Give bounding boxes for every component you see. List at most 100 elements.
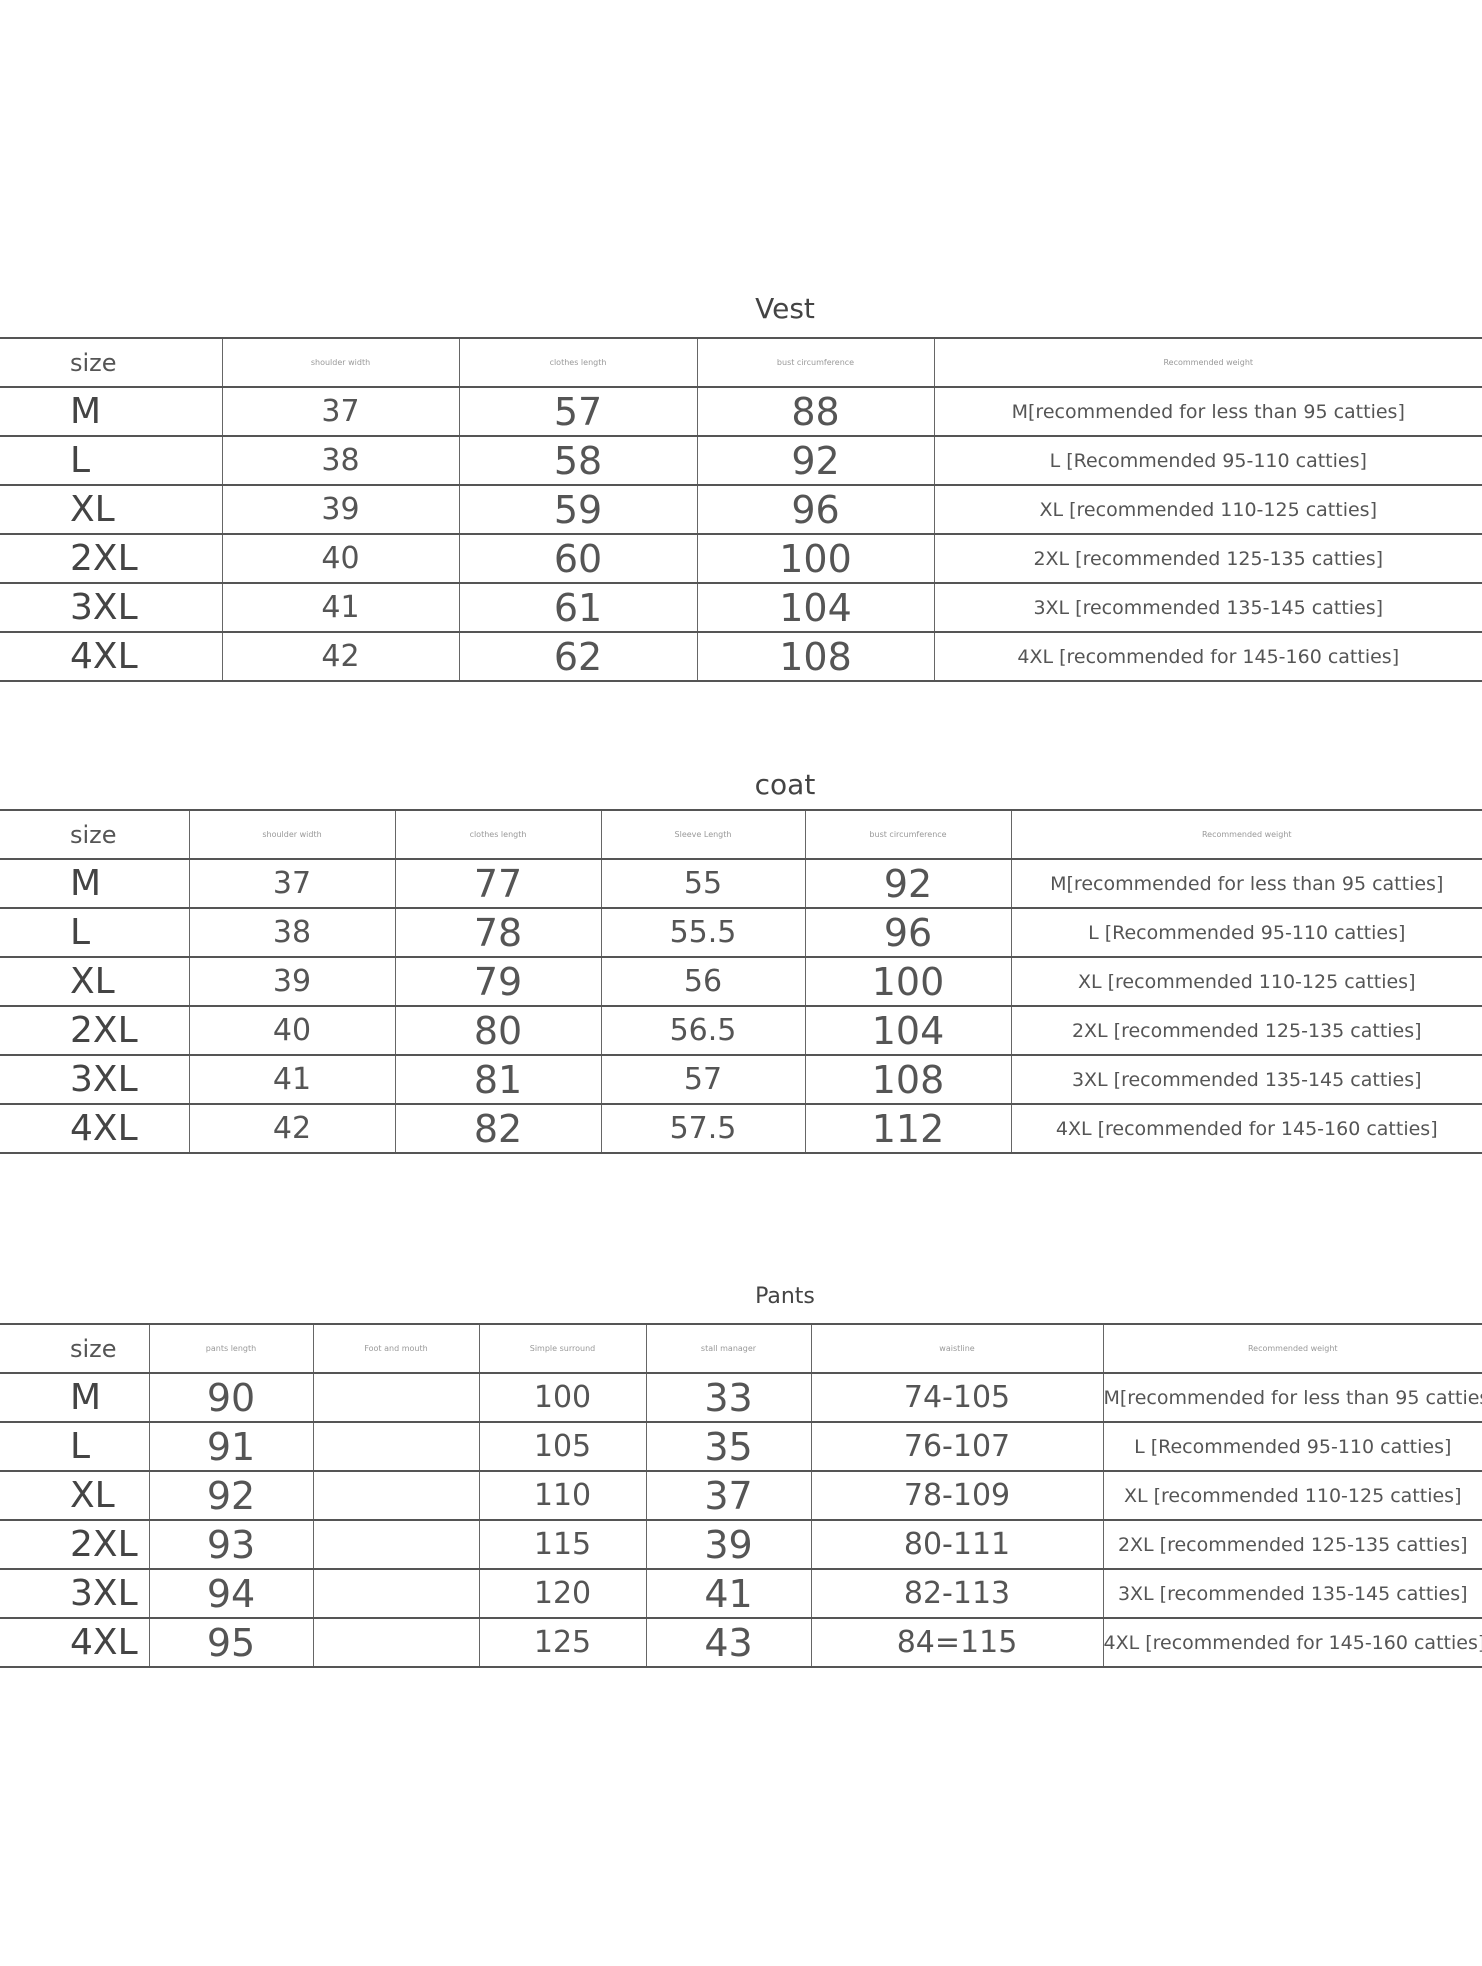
header-row: size shoulder width clothes length bust cir…: [0, 337, 1482, 387]
value-cell: 82-113: [810, 1568, 1103, 1618]
size-cell: 2XL: [0, 533, 222, 583]
column-header: waistline: [810, 1323, 1103, 1373]
value-cell: M[recommended for less than 95 catties]: [1102, 1372, 1482, 1422]
value-cell: 3XL [recommended 135-145 catties]: [1010, 1054, 1482, 1104]
column-header: Foot and mouth: [312, 1323, 479, 1373]
value-cell: 37: [188, 858, 395, 908]
value-cell: 33: [645, 1372, 811, 1422]
value-cell: 58: [458, 435, 697, 485]
column-header: Recommended weight: [1102, 1323, 1482, 1373]
header-row: size shoulder width clothes length Sleeve L…: [0, 809, 1482, 859]
value-cell: 91: [148, 1421, 313, 1471]
size-cell: XL: [0, 484, 222, 534]
coat-size-table: size shoulder width clothes length Sleeve L…: [0, 809, 1482, 1154]
value-cell: 108: [804, 1054, 1011, 1104]
value-cell: 76-107: [810, 1421, 1103, 1471]
value-cell: 2XL [recommended 125-135 catties]: [1102, 1519, 1482, 1569]
value-cell: XL [recommended 110-125 catties]: [933, 484, 1482, 534]
table-row: 2XL 93 115 39 80-111 2XL [recommended 125-135…: [0, 1519, 1482, 1569]
size-cell: 2XL: [0, 1005, 189, 1055]
column-header: size: [0, 337, 222, 387]
value-cell: 37: [221, 386, 459, 436]
value-cell: 110: [478, 1470, 646, 1520]
value-cell: 80-111: [810, 1519, 1103, 1569]
column-header: size: [0, 1323, 149, 1373]
value-cell: 105: [478, 1421, 646, 1471]
column-header: bust circumference: [696, 337, 934, 387]
table-row: L 38 58 92 L [Recommended 95-110 catties]: [0, 435, 1482, 485]
value-cell: 108: [696, 631, 934, 682]
value-cell: 35: [645, 1421, 811, 1471]
table-row: XL 39 79 56 100 XL [recommended 110-125 catti…: [0, 956, 1482, 1006]
value-cell: 56: [600, 956, 805, 1006]
value-cell: 100: [804, 956, 1011, 1006]
size-cell: XL: [0, 1470, 149, 1520]
value-cell: 92: [804, 858, 1011, 908]
size-cell: 2XL: [0, 1519, 149, 1569]
value-cell: 40: [188, 1005, 395, 1055]
value-cell: M[recommended for less than 95 catties]: [933, 386, 1482, 436]
column-header: Recommended weight: [1010, 809, 1482, 859]
table-row: L 38 78 55.5 96 L [Recommended 95-110 catties…: [0, 907, 1482, 957]
value-cell: [312, 1372, 479, 1422]
value-cell: 4XL [recommended for 145-160 catties]: [1010, 1103, 1482, 1154]
size-cell: 4XL: [0, 631, 222, 682]
value-cell: 77: [394, 858, 601, 908]
value-cell: 57: [458, 386, 697, 436]
value-cell: 3XL [recommended 135-145 catties]: [1102, 1568, 1482, 1618]
pants-size-table: size pants length Foot and mouth Simple sur…: [0, 1323, 1482, 1668]
column-header: size: [0, 809, 189, 859]
pants-title: Pants: [755, 1284, 815, 1309]
size-cell: L: [0, 435, 222, 485]
value-cell: 39: [221, 484, 459, 534]
value-cell: 38: [188, 907, 395, 957]
value-cell: 120: [478, 1568, 646, 1618]
value-cell: 2XL [recommended 125-135 catties]: [1010, 1005, 1482, 1055]
header-row: size pants length Foot and mouth Simple sur…: [0, 1323, 1482, 1373]
value-cell: 96: [804, 907, 1011, 957]
size-cell: 4XL: [0, 1103, 189, 1154]
value-cell: 78-109: [810, 1470, 1103, 1520]
value-cell: 82: [394, 1103, 601, 1154]
vest-title: Vest: [755, 292, 815, 325]
value-cell: [312, 1421, 479, 1471]
size-cell: M: [0, 858, 189, 908]
table-row: XL 92 110 37 78-109 XL [recommended 110-125 c…: [0, 1470, 1482, 1520]
table-row: M 37 57 88 M[recommended for less than 95 ca…: [0, 386, 1482, 436]
size-cell: M: [0, 1372, 149, 1422]
value-cell: XL [recommended 110-125 catties]: [1010, 956, 1482, 1006]
size-cell: L: [0, 1421, 149, 1471]
value-cell: 42: [188, 1103, 395, 1154]
value-cell: 38: [221, 435, 459, 485]
value-cell: 59: [458, 484, 697, 534]
value-cell: 39: [645, 1519, 811, 1569]
column-header: stall manager: [645, 1323, 811, 1373]
value-cell: 92: [696, 435, 934, 485]
table-row: 3XL 94 120 41 82-113 3XL [recommended 135-145…: [0, 1568, 1482, 1618]
value-cell: 37: [645, 1470, 811, 1520]
value-cell: [312, 1617, 479, 1668]
value-cell: 125: [478, 1617, 646, 1668]
value-cell: 84=115: [810, 1617, 1103, 1668]
column-header: clothes length: [394, 809, 601, 859]
value-cell: 88: [696, 386, 934, 436]
value-cell: 96: [696, 484, 934, 534]
column-header: Sleeve Length: [600, 809, 805, 859]
value-cell: 41: [221, 582, 459, 632]
value-cell: 61: [458, 582, 697, 632]
value-cell: 55.5: [600, 907, 805, 957]
table-row: XL 39 59 96 XL [recommended 110-125 catties]: [0, 484, 1482, 534]
value-cell: 100: [478, 1372, 646, 1422]
value-cell: 62: [458, 631, 697, 682]
value-cell: 57: [600, 1054, 805, 1104]
coat-title: coat: [754, 768, 816, 801]
value-cell: 104: [696, 582, 934, 632]
table-row: 2XL 40 80 56.5 104 2XL [recommended 125-135 c…: [0, 1005, 1482, 1055]
column-header: Recommended weight: [933, 337, 1482, 387]
value-cell: 41: [188, 1054, 395, 1104]
column-header: shoulder width: [221, 337, 459, 387]
value-cell: 39: [188, 956, 395, 1006]
value-cell: 40: [221, 533, 459, 583]
table-row: 4XL 42 62 108 4XL [recommended for 145-160 c…: [0, 631, 1482, 682]
value-cell: 94: [148, 1568, 313, 1618]
